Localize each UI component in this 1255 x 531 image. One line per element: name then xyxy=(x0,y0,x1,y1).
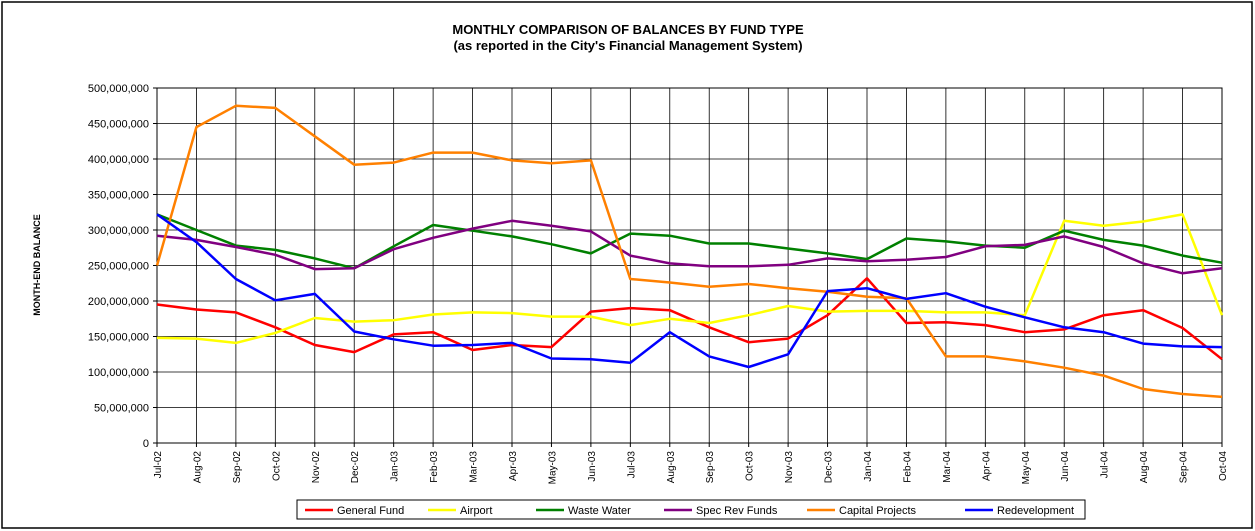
series-line xyxy=(156,213,1223,369)
legend-label: Redevelopment xyxy=(997,505,1074,517)
y-tick-label: 50,000,000 xyxy=(94,403,149,415)
x-tick-label: Nov-02 xyxy=(311,451,322,484)
x-tick-label: Jun-04 xyxy=(1060,451,1071,482)
series-line xyxy=(156,277,1223,361)
series-line xyxy=(156,219,1223,275)
legend-label: Spec Rev Funds xyxy=(696,505,778,517)
y-tick-label: 150,000,000 xyxy=(88,332,149,344)
x-tick-label: Oct-02 xyxy=(271,451,282,481)
chart-title: MONTHLY COMPARISON OF BALANCES BY FUND T… xyxy=(452,22,804,37)
x-tick-label: Sep-03 xyxy=(705,451,716,484)
x-tick-label: Jan-04 xyxy=(863,451,874,482)
x-tick-label: Oct-04 xyxy=(1218,451,1229,481)
x-tick-label: Jan-03 xyxy=(390,451,401,482)
x-tick-label: Jul-03 xyxy=(626,451,637,479)
legend-label: Waste Water xyxy=(568,505,631,517)
x-tick-label: Jul-04 xyxy=(1100,451,1111,479)
y-tick-label: 100,000,000 xyxy=(88,367,149,379)
x-tick-label: Jul-02 xyxy=(153,451,164,479)
y-tick-label: 500,000,000 xyxy=(88,83,149,95)
y-tick-label: 450,000,000 xyxy=(88,119,149,131)
x-tick-label: Mar-03 xyxy=(469,451,480,483)
series-line xyxy=(156,213,1224,345)
x-tick-label: Dec-02 xyxy=(350,451,361,484)
x-tick-label: Apr-04 xyxy=(981,451,992,481)
x-tick-label: Dec-03 xyxy=(824,451,835,484)
x-tick-label: Feb-03 xyxy=(429,451,440,483)
legend-label: General Fund xyxy=(337,505,404,517)
x-tick-label: Feb-04 xyxy=(902,451,913,483)
series-line xyxy=(156,213,1223,270)
series-line xyxy=(155,104,1223,399)
x-tick-label: May-04 xyxy=(1021,451,1032,485)
y-tick-label: 250,000,000 xyxy=(88,261,149,273)
x-tick-label: Oct-03 xyxy=(745,451,756,481)
x-tick-label: Aug-02 xyxy=(192,451,203,484)
x-tick-label: May-03 xyxy=(547,451,558,485)
x-tick-label: Aug-04 xyxy=(1139,451,1150,484)
x-tick-label: Apr-03 xyxy=(508,451,519,481)
x-tick-label: Nov-03 xyxy=(784,451,795,484)
x-tick-label: Mar-04 xyxy=(942,451,953,483)
chart-subtitle: (as reported in the City's Financial Man… xyxy=(453,38,802,53)
y-tick-label: 400,000,000 xyxy=(88,154,149,166)
y-axis-label: MONTH-END BALANCE xyxy=(32,214,42,316)
x-tick-label: Aug-03 xyxy=(666,451,677,484)
y-tick-label: 300,000,000 xyxy=(88,225,149,237)
legend-label: Capital Projects xyxy=(839,505,917,517)
x-tick-label: Sep-02 xyxy=(232,451,243,484)
legend-label: Airport xyxy=(460,505,492,517)
y-tick-label: 200,000,000 xyxy=(88,296,149,308)
y-tick-label: 0 xyxy=(143,438,149,450)
y-tick-label: 350,000,000 xyxy=(88,190,149,202)
x-tick-label: Sep-04 xyxy=(1179,451,1190,484)
x-tick-label: Jun-03 xyxy=(587,451,598,482)
